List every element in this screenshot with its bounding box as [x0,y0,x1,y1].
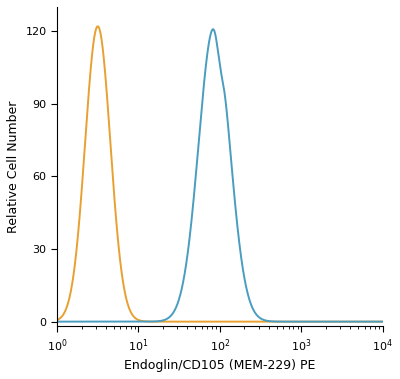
X-axis label: Endoglin/CD105 (MEM-229) PE: Endoglin/CD105 (MEM-229) PE [124,359,316,372]
Y-axis label: Relative Cell Number: Relative Cell Number [7,100,20,233]
